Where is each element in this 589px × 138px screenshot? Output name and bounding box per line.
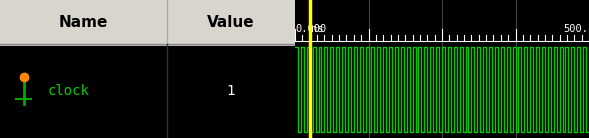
Text: clock: clock: [47, 84, 89, 98]
Bar: [0, 0, 295, 44]
Text: 0.000: 0.000: [296, 25, 327, 34]
Text: ns: ns: [312, 25, 324, 34]
Text: 1: 1: [227, 84, 235, 98]
Bar: [0, 44, 295, 46]
Text: Value: Value: [207, 15, 254, 30]
Text: Name: Name: [59, 15, 108, 30]
Text: 500.: 500.: [564, 25, 588, 34]
